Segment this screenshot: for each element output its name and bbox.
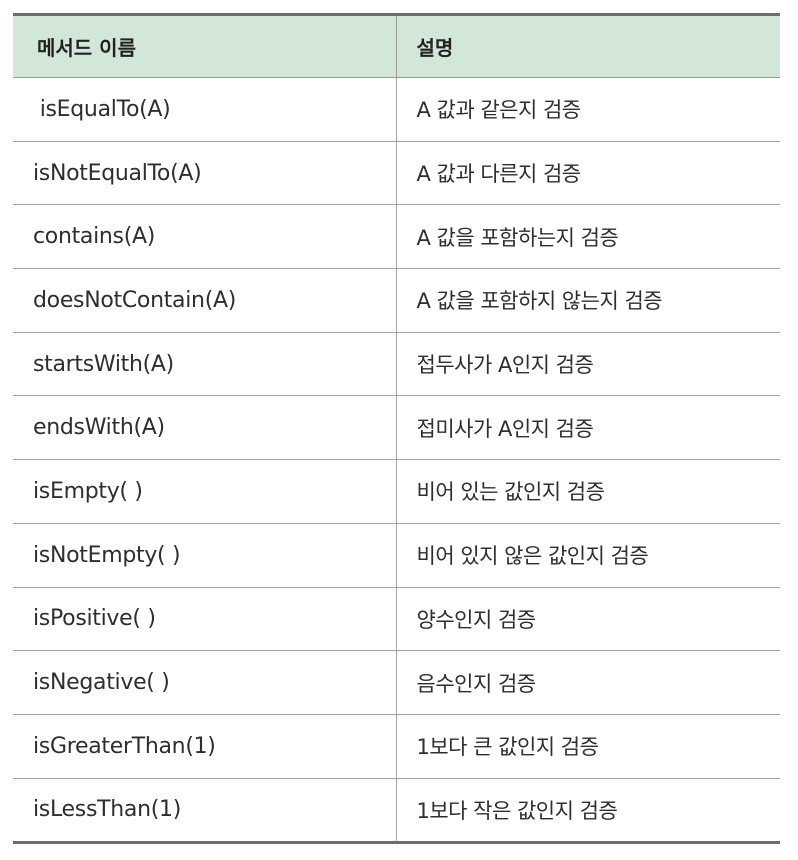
table-row: isEqualTo(A) A 값과 같은지 검증 <box>13 77 780 142</box>
assertion-method-table: 메서드 이름 설명 isEqualTo(A) A 값과 같은지 검증 isNot… <box>13 13 780 845</box>
description-cell: A 값을 포함하지 않는지 검증 <box>395 268 780 333</box>
method-cell: startsWith(A) <box>13 332 396 397</box>
description-cell: 접미사가 A인지 검증 <box>395 395 780 461</box>
description-cell: 1보다 작은 값인지 검증 <box>395 778 780 845</box>
table-row: contains(A) A 값을 포함하는지 검증 <box>13 204 780 270</box>
table-row: isLessThan(1) 1보다 작은 값인지 검증 <box>13 778 780 845</box>
table-row: startsWith(A) 접두사가 A인지 검증 <box>13 332 780 397</box>
description-cell: 음수인지 검증 <box>395 650 780 715</box>
method-cell: endsWith(A) <box>13 395 396 461</box>
table-row: isPositive( ) 양수인지 검증 <box>13 587 780 652</box>
table-row: doesNotContain(A) A 값을 포함하지 않는지 검증 <box>13 268 780 333</box>
table-row: isGreaterThan(1) 1보다 큰 값인지 검증 <box>13 714 780 779</box>
table-row: isEmpty( ) 비어 있는 값인지 검증 <box>13 459 780 524</box>
method-cell: isNegative( ) <box>13 650 396 715</box>
method-cell: isEmpty( ) <box>13 459 396 524</box>
table-row: isNotEmpty( ) 비어 있지 않은 값인지 검증 <box>13 523 780 588</box>
description-cell: 접두사가 A인지 검증 <box>395 332 780 397</box>
method-cell: contains(A) <box>13 204 396 270</box>
description-cell: 1보다 큰 값인지 검증 <box>395 714 780 779</box>
header-description: 설명 <box>395 13 780 78</box>
description-cell: A 값과 다른지 검증 <box>395 141 780 206</box>
method-cell: isLessThan(1) <box>13 778 396 845</box>
table-row: endsWith(A) 접미사가 A인지 검증 <box>13 395 780 461</box>
method-cell: isPositive( ) <box>13 587 396 652</box>
method-cell: isNotEmpty( ) <box>13 523 396 588</box>
table-row: isNotEqualTo(A) A 값과 다른지 검증 <box>13 141 780 206</box>
method-cell: isGreaterThan(1) <box>13 714 396 779</box>
description-cell: A 값을 포함하는지 검증 <box>395 204 780 270</box>
description-cell: 양수인지 검증 <box>395 587 780 652</box>
method-cell: doesNotContain(A) <box>13 268 396 333</box>
description-cell: A 값과 같은지 검증 <box>395 77 780 142</box>
table-row: isNegative( ) 음수인지 검증 <box>13 650 780 715</box>
method-cell: isNotEqualTo(A) <box>13 141 396 206</box>
description-cell: 비어 있는 값인지 검증 <box>395 459 780 524</box>
method-cell: isEqualTo(A) <box>13 77 396 142</box>
table-header-row: 메서드 이름 설명 <box>13 13 780 78</box>
description-cell: 비어 있지 않은 값인지 검증 <box>395 523 780 588</box>
header-method-name: 메서드 이름 <box>13 13 396 78</box>
method-table-container: 메서드 이름 설명 isEqualTo(A) A 값과 같은지 검증 isNot… <box>13 13 780 845</box>
